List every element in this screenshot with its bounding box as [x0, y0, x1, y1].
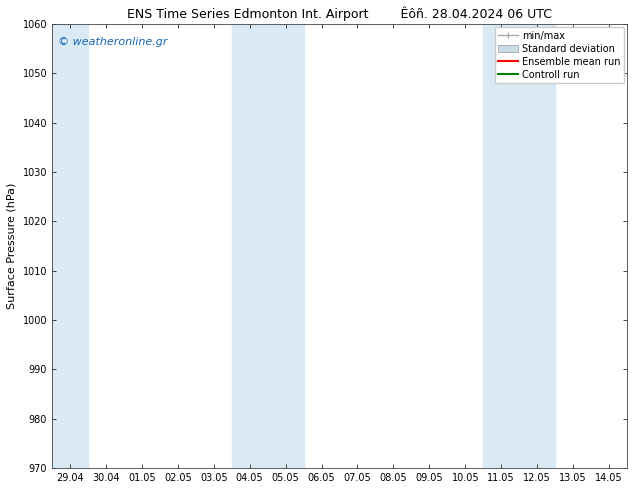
Text: © weatheronline.gr: © weatheronline.gr — [58, 37, 167, 48]
Legend: min/max, Standard deviation, Ensemble mean run, Controll run: min/max, Standard deviation, Ensemble me… — [495, 27, 624, 83]
Y-axis label: Surface Pressure (hPa): Surface Pressure (hPa) — [7, 183, 17, 309]
Bar — [52, 24, 88, 468]
Title: ENS Time Series Edmonton Int. Airport        Êôñ. 28.04.2024 06 UTC: ENS Time Series Edmonton Int. Airport Êô… — [127, 7, 552, 22]
Bar — [231, 24, 304, 468]
Bar — [483, 24, 555, 468]
